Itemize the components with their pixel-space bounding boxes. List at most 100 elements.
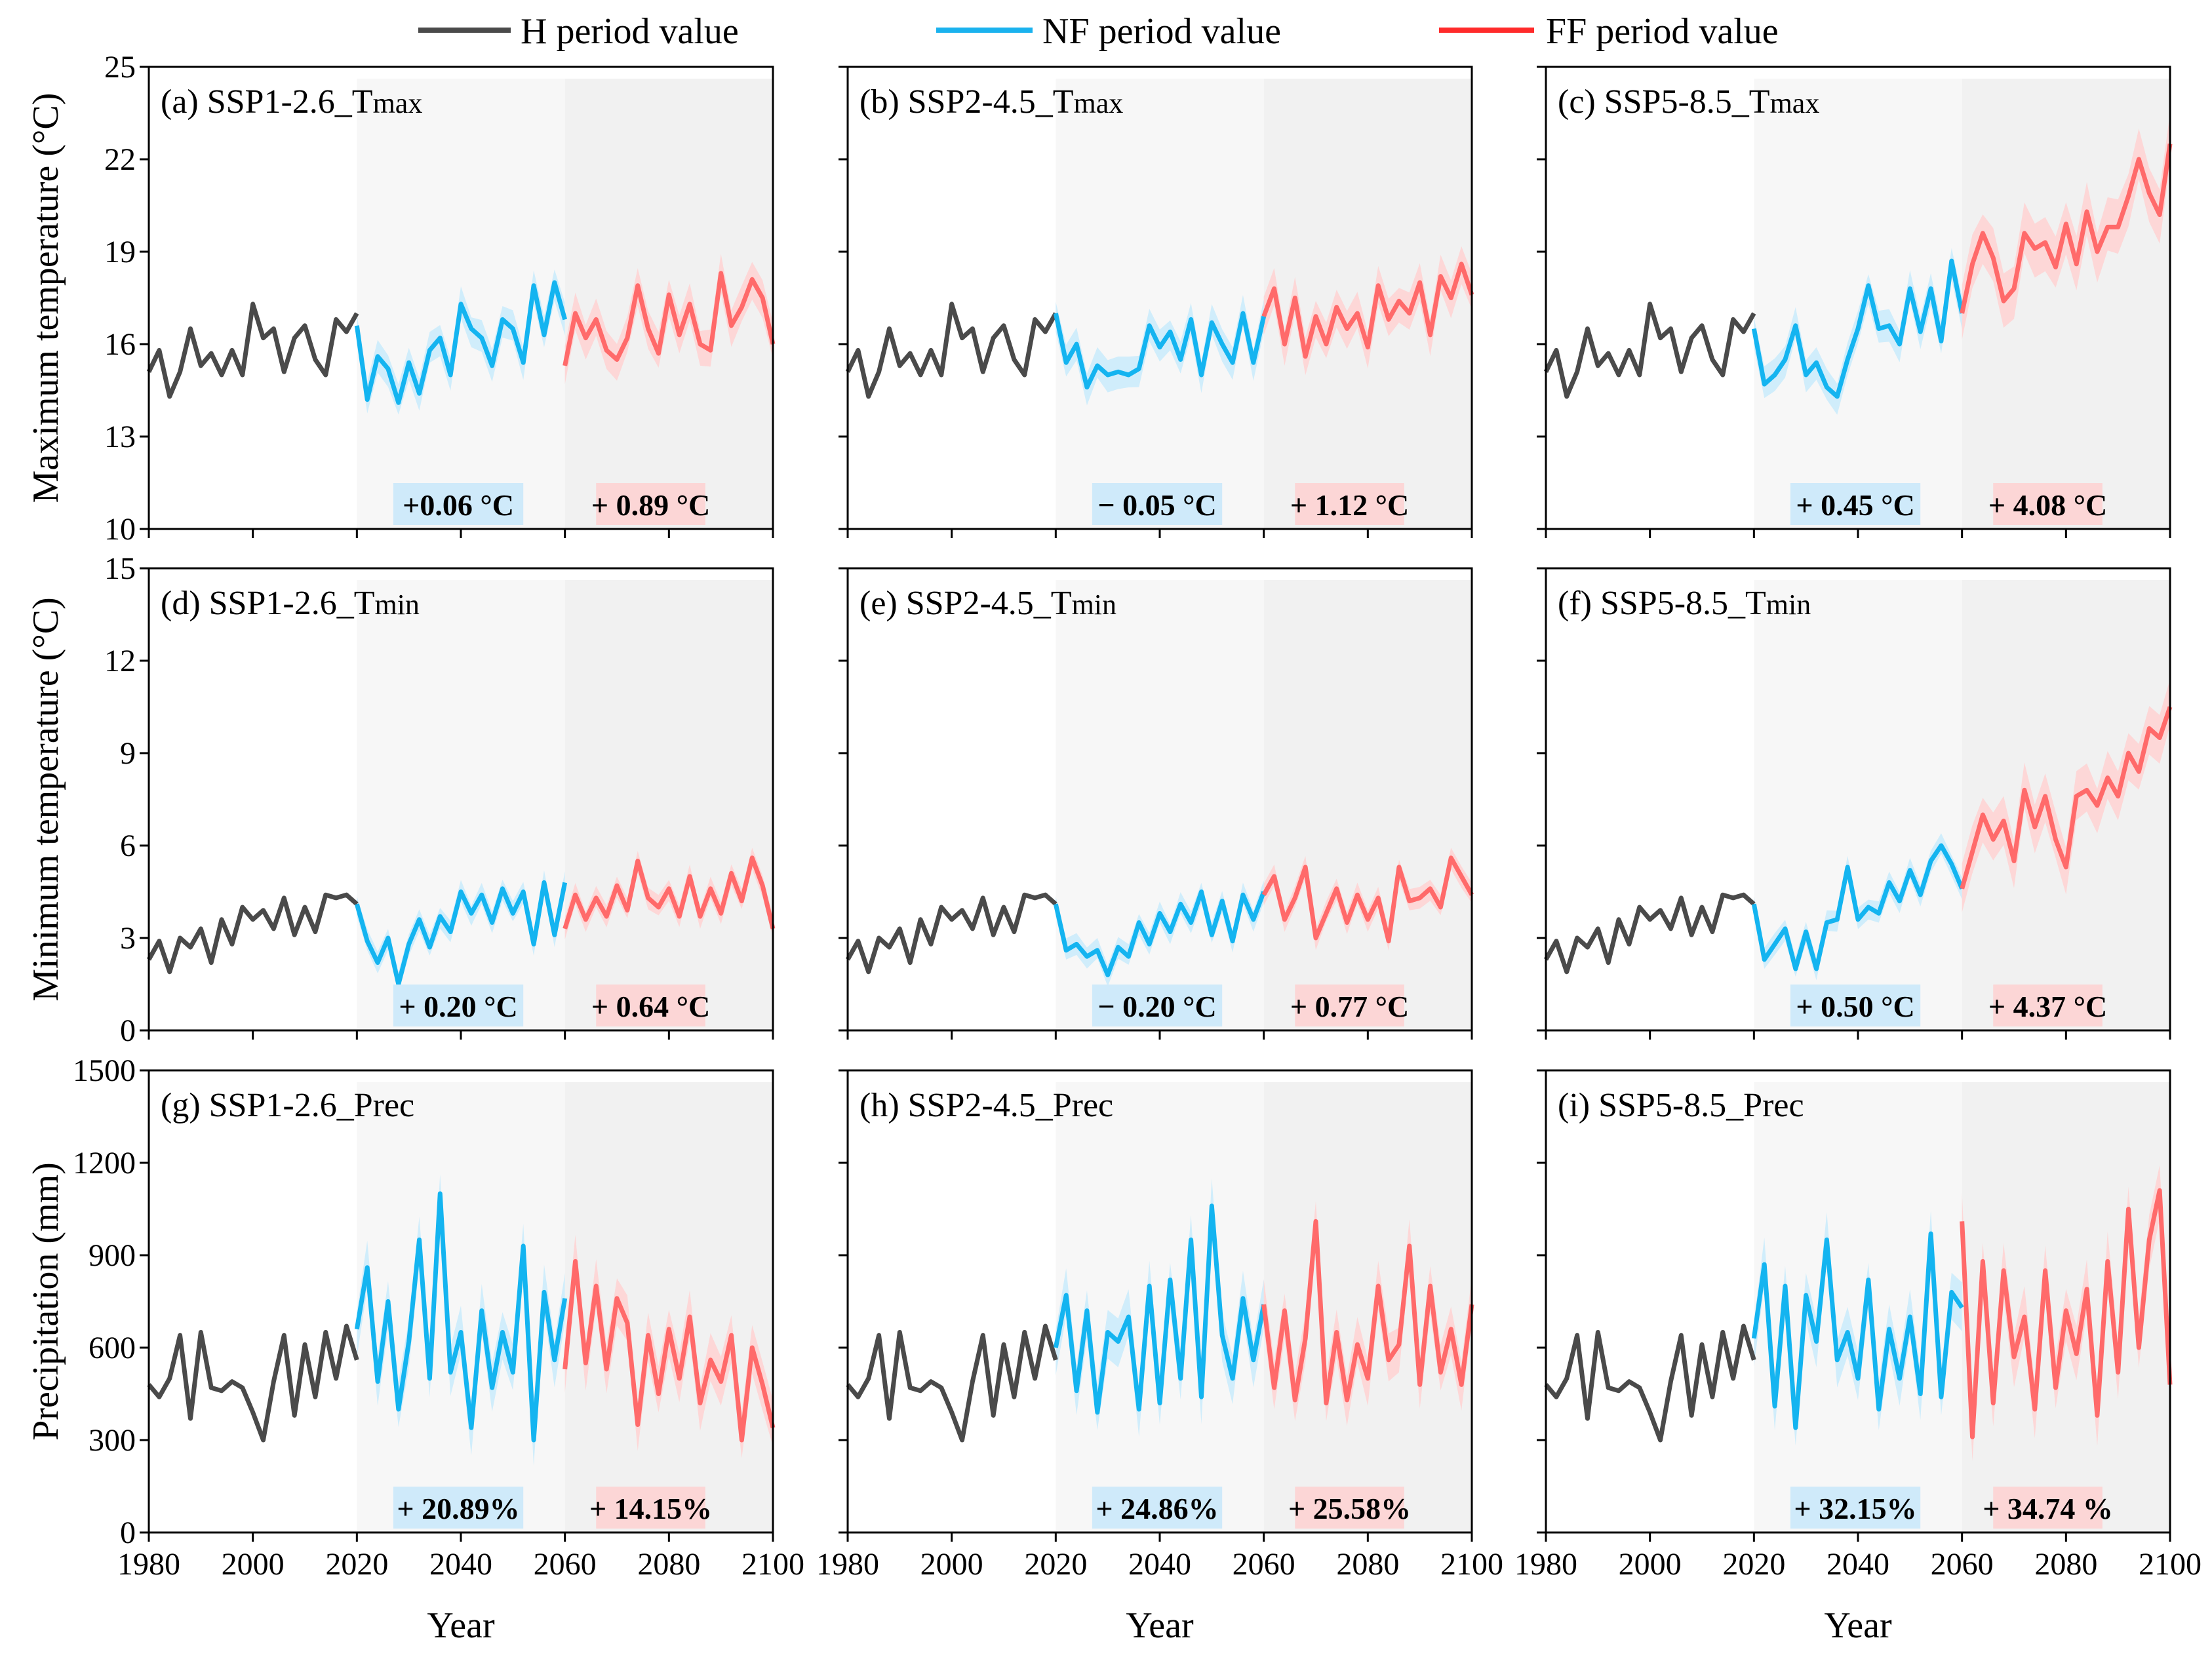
panel-title: (c) SSP5-8.5_Tmax [1558,83,1819,121]
x-tick-label: 2000 [920,1547,983,1582]
panel-title-subscript: max [1073,87,1123,119]
x-tick-label: 2060 [1233,1547,1295,1582]
nf-period-shade [1056,1082,1264,1532]
x-tick-label: 1980 [1514,1547,1577,1582]
ff-period-line [563,855,776,929]
ff-change-label: + 34.74 % [1983,1492,2113,1525]
h-period-line [845,302,1058,399]
y-tick-label: 12 [104,644,136,678]
panel-title: (h) SSP2-4.5_Prec [859,1087,1113,1124]
nf-change-box [1790,1487,1921,1529]
ff-uncertainty-band [1263,246,1472,376]
ff-change-label: + 25.58% [1288,1492,1411,1525]
nf-period-line [1751,843,1964,971]
ff-period-shade [564,580,773,1030]
panels: +0.06 °C + 0.89 °C(a) SSP1-2.6_Tmax101316… [26,50,2202,1646]
ff-change-box [1295,483,1404,525]
nf-uncertainty-band [357,269,565,415]
panel-title-main: (b) SSP2-4.5_T [859,83,1073,121]
h-period-line [1543,892,1756,975]
panel-a: +0.06 °C + 0.89 °C (a) SSP1-2.6_Tmax 10 13 16… [26,50,776,547]
x-tick-label: 2060 [1931,1547,1994,1582]
x-tick-label: 2100 [2139,1547,2202,1582]
nf-change-box [1790,483,1921,525]
legend: H period value NF period value FF period v… [418,11,1779,52]
y-tick-label: 13 [104,420,136,454]
h-period-line [1543,302,1756,399]
panel-title-subscript: min [1766,589,1811,621]
panel-title: (d) SSP1-2.6_Tmin [161,585,420,622]
x-tick-label: 2020 [325,1547,388,1582]
y-tick-label: 0 [120,1515,136,1550]
y-tick-label: 25 [104,50,136,85]
x-tick-label: 2080 [1336,1547,1399,1582]
h-period-line [845,892,1057,975]
nf-uncertainty-band [357,1174,565,1466]
nf-change-box [393,985,524,1026]
ff-change-box [1295,985,1404,1026]
ff-change-label: + 0.89 °C [591,488,710,522]
x-tick-label: 2000 [1619,1547,1682,1582]
nf-period-shade [357,580,565,1030]
ff-change-box [1993,483,2103,525]
panel-title-subscript: min [374,589,419,621]
ff-period-shade [1962,580,2170,1030]
nf-change-label: + 0.20 °C [399,990,517,1023]
ff-change-box [1993,1487,2103,1529]
ff-period-line [1960,1188,2173,1439]
panel-h: + 24.86% + 25.58% (h) SSP2-4.5_Prec 1980 200… [816,1069,1503,1646]
y-tick-label: 900 [89,1238,136,1273]
nf-change-label: + 20.89% [397,1492,519,1525]
nf-period-line [1053,311,1267,390]
nf-change-box [1092,483,1223,525]
nf-change-box [1790,985,1921,1026]
ff-change-box [596,985,705,1026]
x-tick-label: 2100 [741,1547,804,1582]
x-axis-title: Year [1824,1605,1892,1646]
ff-period-line [1261,262,1474,359]
panel-title-main: (d) SSP1-2.6_T [161,585,374,622]
legend-label-1: NF period value [1042,11,1281,52]
nf-period-line [354,880,568,986]
nf-period-line [1053,889,1266,977]
y-axis-title: Minimum temperature (°C) [26,597,66,1001]
ff-change-label: + 1.12 °C [1290,488,1409,522]
panel-title: (g) SSP1-2.6_Prec [161,1087,414,1124]
panel-title: (b) SSP2-4.5_Tmax [859,83,1123,121]
ff-period-shade [1263,1082,1472,1532]
h-period-line [1544,1323,1756,1443]
x-tick-label: 2020 [1024,1547,1087,1582]
y-tick-label: 22 [104,142,136,177]
y-tick-label: 16 [104,327,136,362]
h-period-line [146,892,359,975]
ff-period-line [1960,706,2173,889]
panel-d: + 0.20 °C + 0.64 °C (d) SSP1-2.6_Tmin 0 3 6 9 1… [26,551,776,1048]
ff-period-shade [1263,580,1472,1030]
panel-title: (i) SSP5-8.5_Prec [1558,1087,1804,1124]
x-tick-label: 1980 [117,1547,180,1582]
x-axis-title: Year [1126,1605,1194,1646]
panel-f: + 0.50 °C + 4.37 °C (f) SSP5-8.5_Tmin [1537,567,2173,1040]
y-tick-label: 1500 [73,1053,136,1088]
y-tick-label: 10 [104,512,136,547]
panel-title: (e) SSP2-4.5_Tmin [859,585,1116,622]
y-tick-label: 600 [89,1331,136,1365]
ff-period-line [1261,855,1474,944]
nf-change-box [1092,1487,1223,1529]
ff-change-box [596,1487,705,1529]
panel-title: (a) SSP1-2.6_Tmax [161,83,422,121]
panel-b: − 0.05 °C + 1.12 °C (b) SSP2-4.5_Tmax [839,66,1474,538]
y-tick-label: 3 [120,921,136,956]
nf-uncertainty-band [1754,1211,1962,1446]
ff-change-label: + 14.15% [589,1492,712,1525]
y-tick-label: 9 [120,736,136,771]
nf-change-label: − 0.05 °C [1097,488,1216,522]
panel-title-main: (c) SSP5-8.5_T [1558,83,1770,121]
y-tick-label: 0 [120,1013,136,1048]
h-period-line [147,1323,359,1443]
y-tick-label: 1200 [73,1146,136,1181]
ff-change-label: + 0.77 °C [1290,990,1409,1023]
x-tick-label: 2080 [637,1547,700,1582]
x-tick-label: 2060 [534,1547,597,1582]
